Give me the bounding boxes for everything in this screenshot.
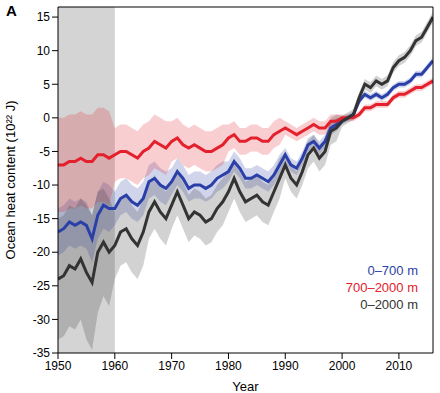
html-text:0–700 m: 0–700 m	[367, 263, 418, 278]
svg-text:Year: Year	[232, 379, 259, 393]
svg-text:-30: -30	[33, 313, 51, 327]
svg-text:2010: 2010	[386, 359, 413, 373]
svg-text:10: 10	[37, 44, 51, 58]
svg-text:1970: 1970	[158, 359, 185, 373]
html-text:700–2000 m: 700–2000 m	[345, 280, 418, 295]
svg-text:0: 0	[43, 111, 50, 125]
svg-text:2000: 2000	[329, 359, 356, 373]
svg-text:1960: 1960	[101, 359, 128, 373]
svg-text:5: 5	[43, 78, 50, 92]
html-text:A: A	[6, 2, 17, 19]
svg-text:-15: -15	[33, 212, 51, 226]
svg-text:-35: -35	[33, 346, 51, 360]
html-text:0–2000 m: 0–2000 m	[360, 297, 418, 312]
svg-text:-5: -5	[39, 145, 50, 159]
svg-text:1990: 1990	[272, 359, 299, 373]
svg-text:Ocean heat content (10²² J): Ocean heat content (10²² J)	[8, 101, 18, 260]
svg-text:-20: -20	[33, 245, 51, 259]
svg-text:-10: -10	[33, 178, 51, 192]
svg-text:-25: -25	[33, 279, 51, 293]
svg-text:1980: 1980	[215, 359, 242, 373]
svg-text:15: 15	[37, 10, 51, 24]
svg-text:1950: 1950	[45, 359, 72, 373]
